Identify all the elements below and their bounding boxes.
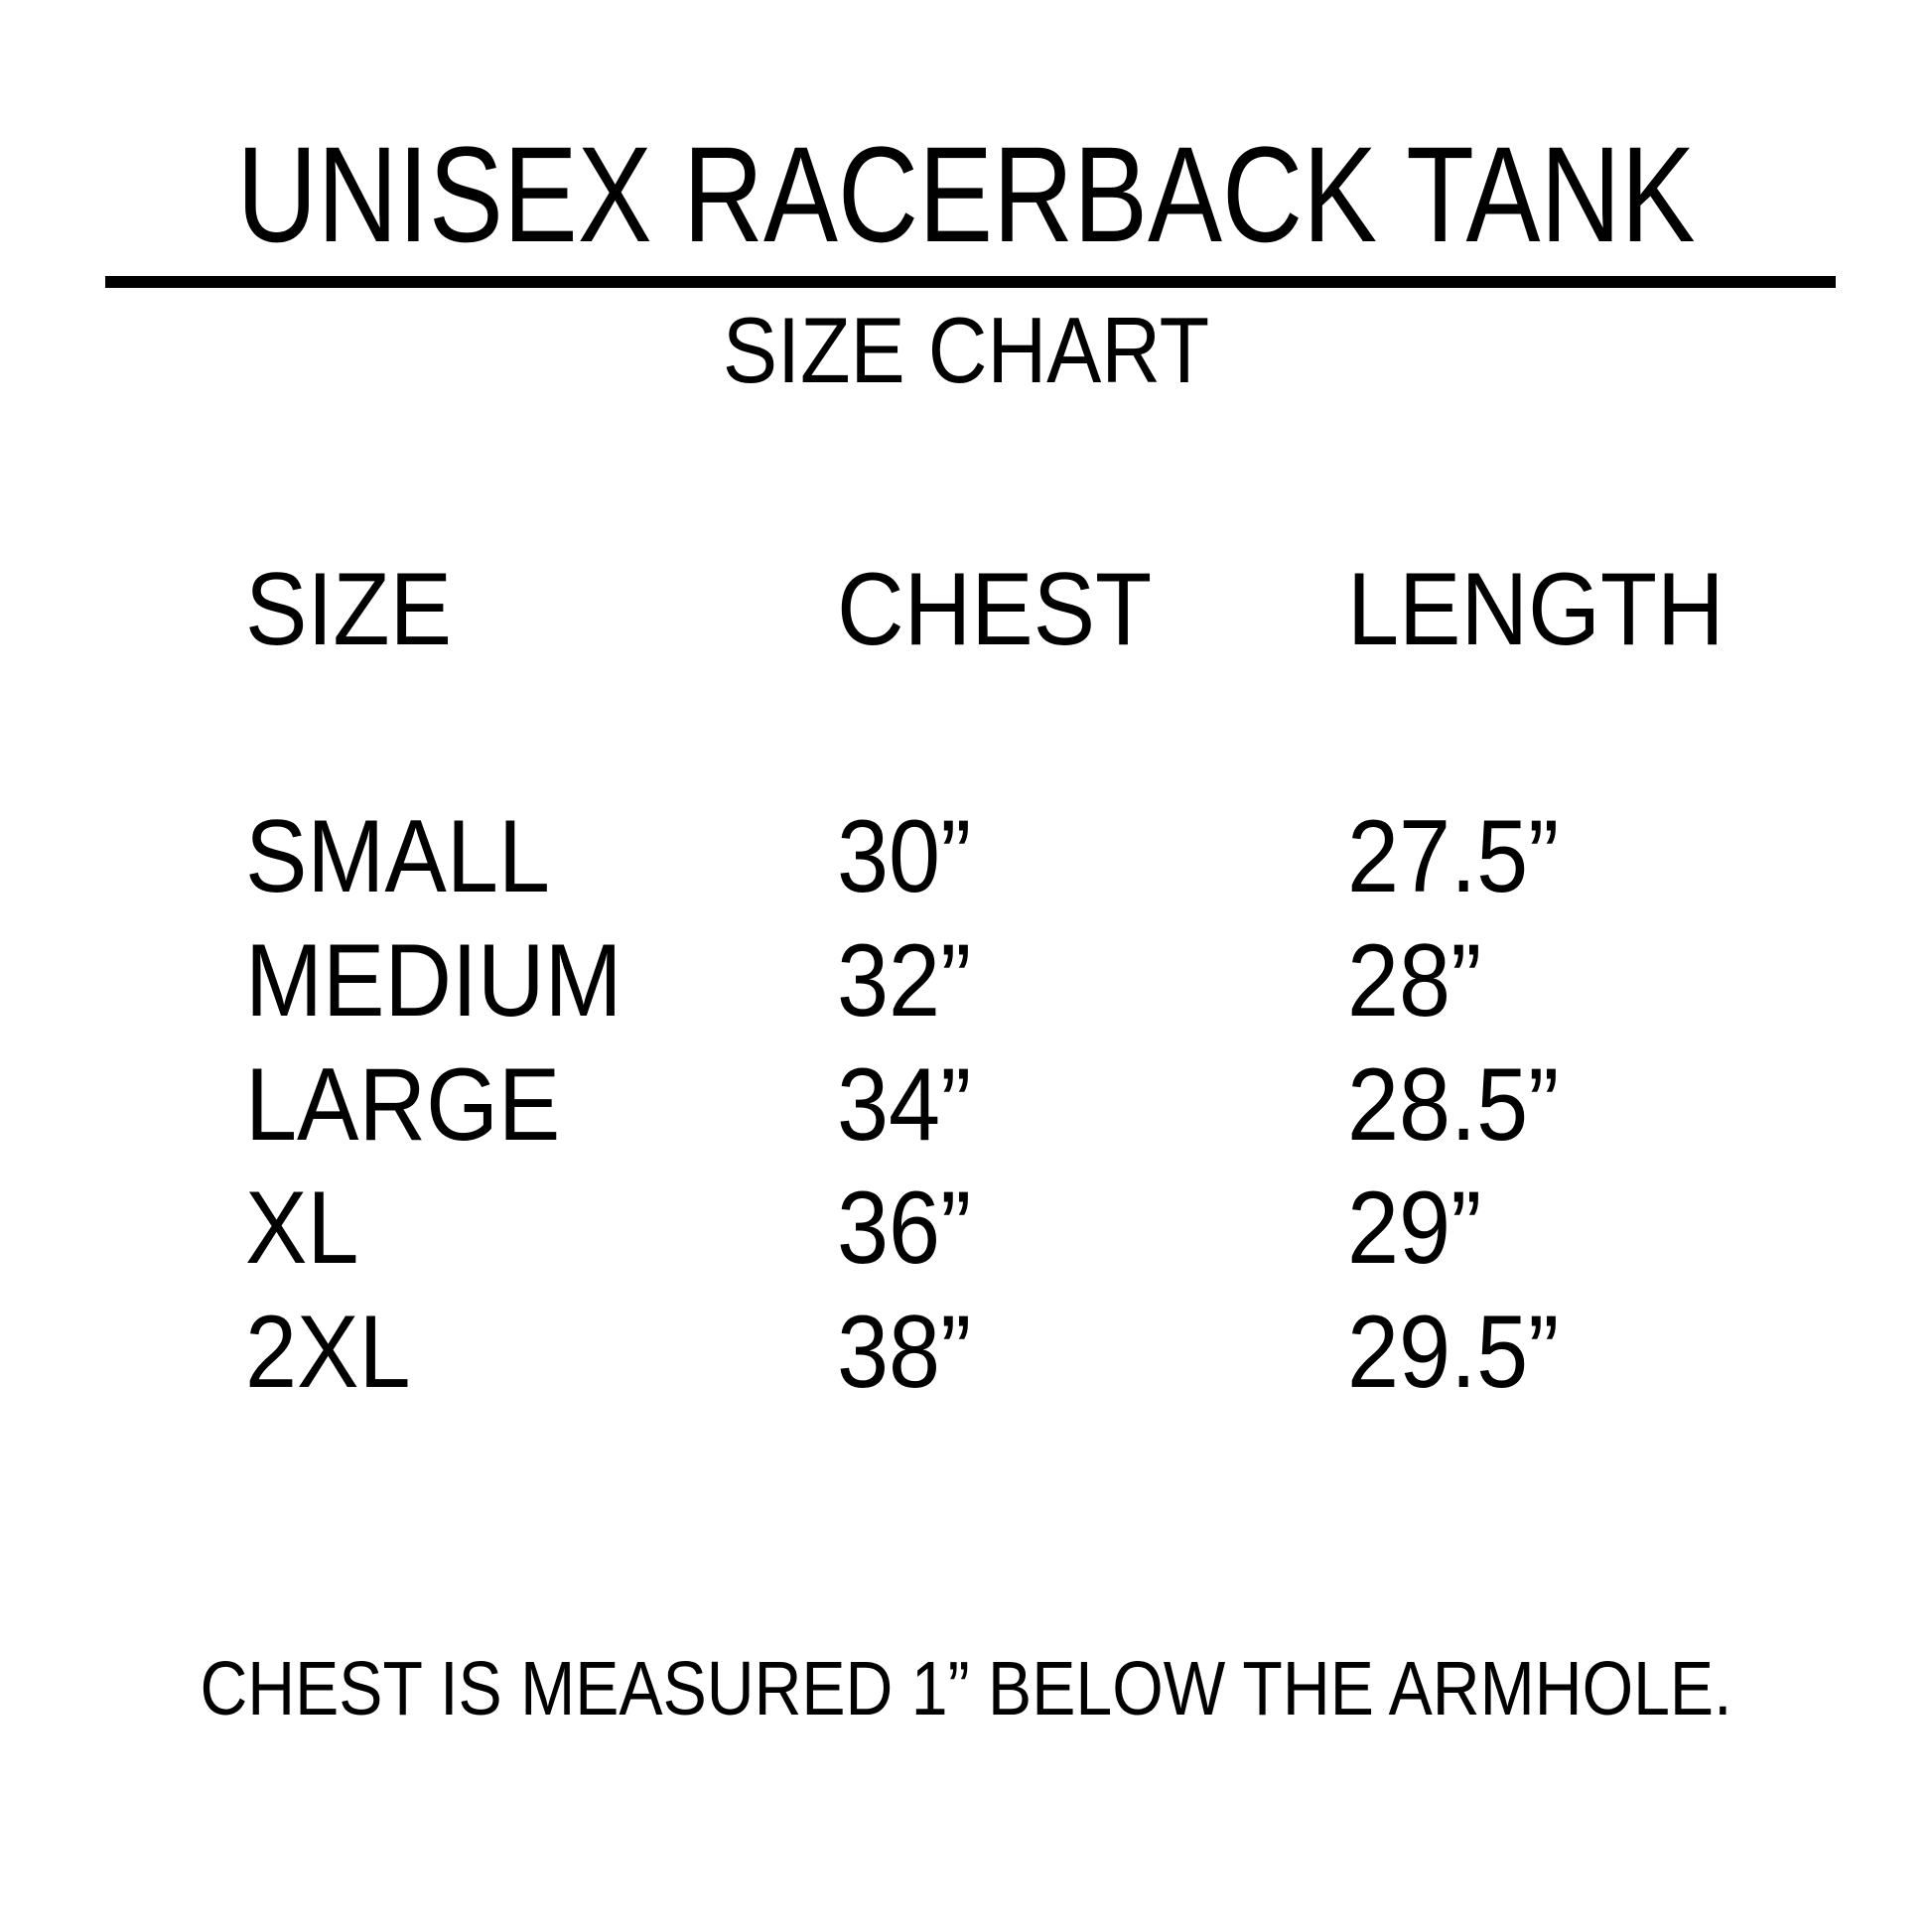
- length-cell: 29”: [1347, 1171, 1482, 1286]
- length-cell: 29.5”: [1347, 1295, 1560, 1410]
- length-cell: 28.5”: [1347, 1047, 1560, 1163]
- chest-cell: 30”: [837, 799, 972, 914]
- size-cell: MEDIUM: [245, 923, 622, 1038]
- header-size: SIZE: [245, 552, 453, 667]
- page-title: UNISEX RACERBACK TANK: [236, 119, 1696, 271]
- chest-cell: 38”: [837, 1295, 972, 1410]
- size-cell: SMALL: [245, 799, 550, 914]
- chest-cell: 36”: [837, 1171, 972, 1286]
- header-chest: CHEST: [837, 552, 1153, 667]
- size-cell: LARGE: [245, 1047, 561, 1163]
- size-cell: XL: [245, 1171, 359, 1286]
- chest-cell: 34”: [837, 1047, 972, 1163]
- length-cell: 28”: [1347, 923, 1482, 1038]
- header-length: LENGTH: [1347, 552, 1725, 667]
- subtitle: SIZE CHART: [722, 298, 1210, 402]
- size-cell: 2XL: [245, 1295, 411, 1410]
- length-cell: 27.5”: [1347, 799, 1560, 914]
- chest-cell: 32”: [837, 923, 972, 1038]
- measurement-note: CHEST IS MEASURED 1” BELOW THE ARMHOLE.: [200, 1646, 1732, 1731]
- title-divider: [105, 276, 1836, 288]
